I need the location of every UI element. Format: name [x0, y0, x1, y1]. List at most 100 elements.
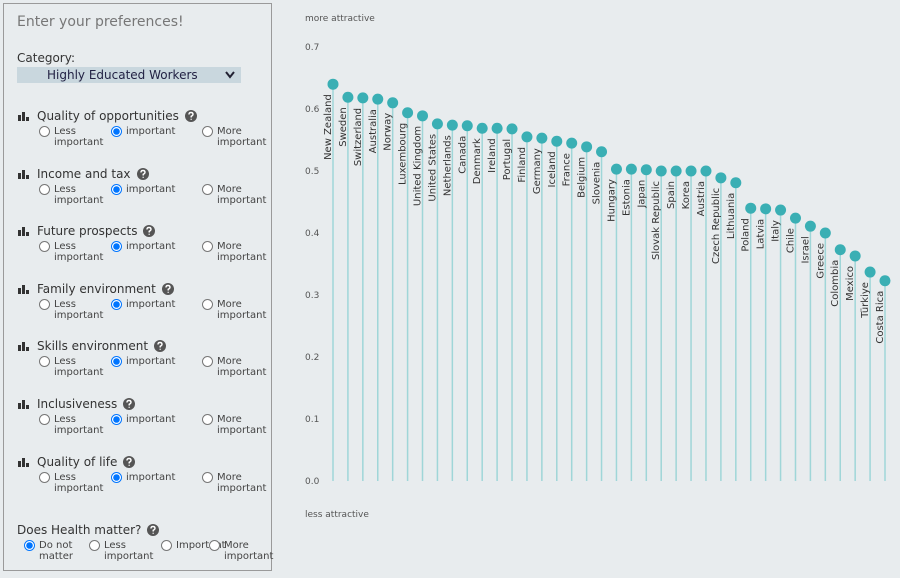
radio-button[interactable]	[111, 471, 122, 483]
radio-button[interactable]	[39, 414, 50, 425]
radio-button[interactable]	[202, 241, 213, 253]
radio-button[interactable]	[24, 540, 35, 551]
help-icon	[136, 167, 149, 180]
radio-button[interactable]	[202, 356, 213, 368]
radio-button[interactable]	[89, 540, 100, 551]
radio-option[interactable]: Less important	[39, 298, 114, 321]
radio-option[interactable]: More important	[209, 540, 273, 562]
radio-button[interactable]	[111, 298, 122, 310]
y-tick-label: 0.7	[305, 43, 319, 53]
radio-option[interactable]: More important	[202, 414, 277, 436]
radio-option[interactable]: More important	[202, 241, 277, 263]
dot	[670, 165, 682, 177]
radio-button[interactable]	[39, 471, 50, 483]
dot	[327, 78, 339, 90]
dot	[610, 163, 622, 175]
icon-part	[22, 457, 25, 467]
icon-part	[26, 405, 29, 409]
radio-button[interactable]	[161, 540, 172, 551]
category-label: Slovak Republic	[651, 181, 662, 260]
category-label: Iceland	[547, 151, 558, 187]
radio-option[interactable]: important	[111, 126, 186, 137]
help-icon	[184, 110, 197, 122]
radio-label: important	[126, 471, 176, 483]
radio-button[interactable]	[202, 414, 213, 425]
help-icon	[147, 524, 160, 536]
radio-button[interactable]	[202, 471, 213, 483]
health-question: Does Health matter? Do not matter Less imp…	[4, 522, 273, 578]
radio-option[interactable]: More important	[202, 471, 277, 494]
radio-option[interactable]: Less important	[39, 471, 114, 494]
category-label: Category:	[17, 51, 75, 65]
radio-button[interactable]	[111, 126, 122, 137]
radio-option[interactable]: Less important	[39, 241, 114, 263]
radio-option[interactable]: important	[111, 471, 186, 483]
radio-option[interactable]: important	[111, 298, 186, 310]
dot	[476, 122, 488, 134]
y-tick-label: 0.1	[305, 415, 319, 425]
category-dropdown[interactable]: Highly Educated Workers	[17, 67, 241, 83]
radio-button[interactable]	[111, 414, 122, 425]
criterion-label: Inclusiveness	[37, 397, 118, 411]
category-label: Greece	[815, 243, 826, 279]
help-icon	[161, 282, 174, 295]
radio-button[interactable]	[202, 126, 213, 137]
help-icon	[154, 340, 167, 353]
radio-option[interactable]: important	[111, 183, 186, 195]
icon-part	[22, 112, 25, 121]
radio-option[interactable]: Do not matter	[24, 540, 85, 562]
criterion-icon	[18, 457, 29, 467]
radio-button[interactable]	[209, 540, 220, 551]
radio-button[interactable]	[39, 183, 50, 195]
radio-button[interactable]	[39, 356, 50, 368]
radio-option[interactable]: important	[111, 414, 186, 425]
category-label: Italy	[771, 220, 782, 242]
y-tick-label: 0.5	[305, 167, 319, 177]
radio-option[interactable]: More important	[202, 298, 277, 321]
radio-option[interactable]: Less important	[89, 540, 154, 562]
radio-option[interactable]: Less important	[39, 183, 114, 206]
icon-part	[22, 227, 25, 237]
dot	[745, 202, 757, 214]
radio-button[interactable]	[39, 298, 50, 310]
category-label: Belgium	[577, 157, 588, 198]
radio-button[interactable]	[111, 241, 122, 253]
category-label: Sweden	[338, 107, 349, 147]
radio-button[interactable]	[202, 298, 213, 310]
radio-option[interactable]: Important	[161, 540, 226, 551]
criterion-header: Inclusiveness	[17, 396, 136, 412]
radio-option[interactable]: Less important	[39, 356, 114, 378]
radio-option[interactable]: More important	[202, 356, 277, 378]
category-label: Slovenia	[592, 162, 603, 205]
criterion-icon	[18, 400, 29, 409]
top-label: more attractive	[305, 14, 375, 24]
radio-button[interactable]	[202, 183, 213, 195]
radio-button[interactable]	[39, 241, 50, 253]
category-label: Colombia	[830, 260, 841, 307]
icon-part	[26, 117, 29, 121]
criterion-label: Income and tax	[37, 166, 131, 181]
radio-option[interactable]: Less important	[39, 414, 114, 436]
radio-option[interactable]: More important	[202, 126, 277, 148]
radio-button[interactable]	[39, 126, 50, 137]
dot	[342, 91, 354, 103]
criterion: Family environment Less important importan…	[4, 281, 272, 337]
dot	[640, 164, 652, 176]
radio-option[interactable]: important	[111, 356, 186, 368]
radio-label: Less important	[104, 540, 154, 562]
radio-button[interactable]	[111, 356, 122, 368]
icon-part	[26, 347, 29, 352]
icon-part	[18, 115, 21, 121]
category-label: Korea	[681, 181, 692, 209]
bottom-label: less attractive	[305, 510, 369, 520]
radio-label: Important	[176, 540, 226, 551]
category-value: Highly Educated Workers	[47, 68, 198, 82]
radio-button[interactable]	[111, 183, 122, 195]
radio-option[interactable]: More important	[202, 183, 277, 206]
radio-option[interactable]: important	[111, 241, 186, 253]
criterion-icon	[18, 227, 29, 237]
y-tick-label: 0.6	[305, 105, 320, 115]
dot	[730, 177, 742, 189]
radio-option[interactable]: Less important	[39, 126, 114, 148]
